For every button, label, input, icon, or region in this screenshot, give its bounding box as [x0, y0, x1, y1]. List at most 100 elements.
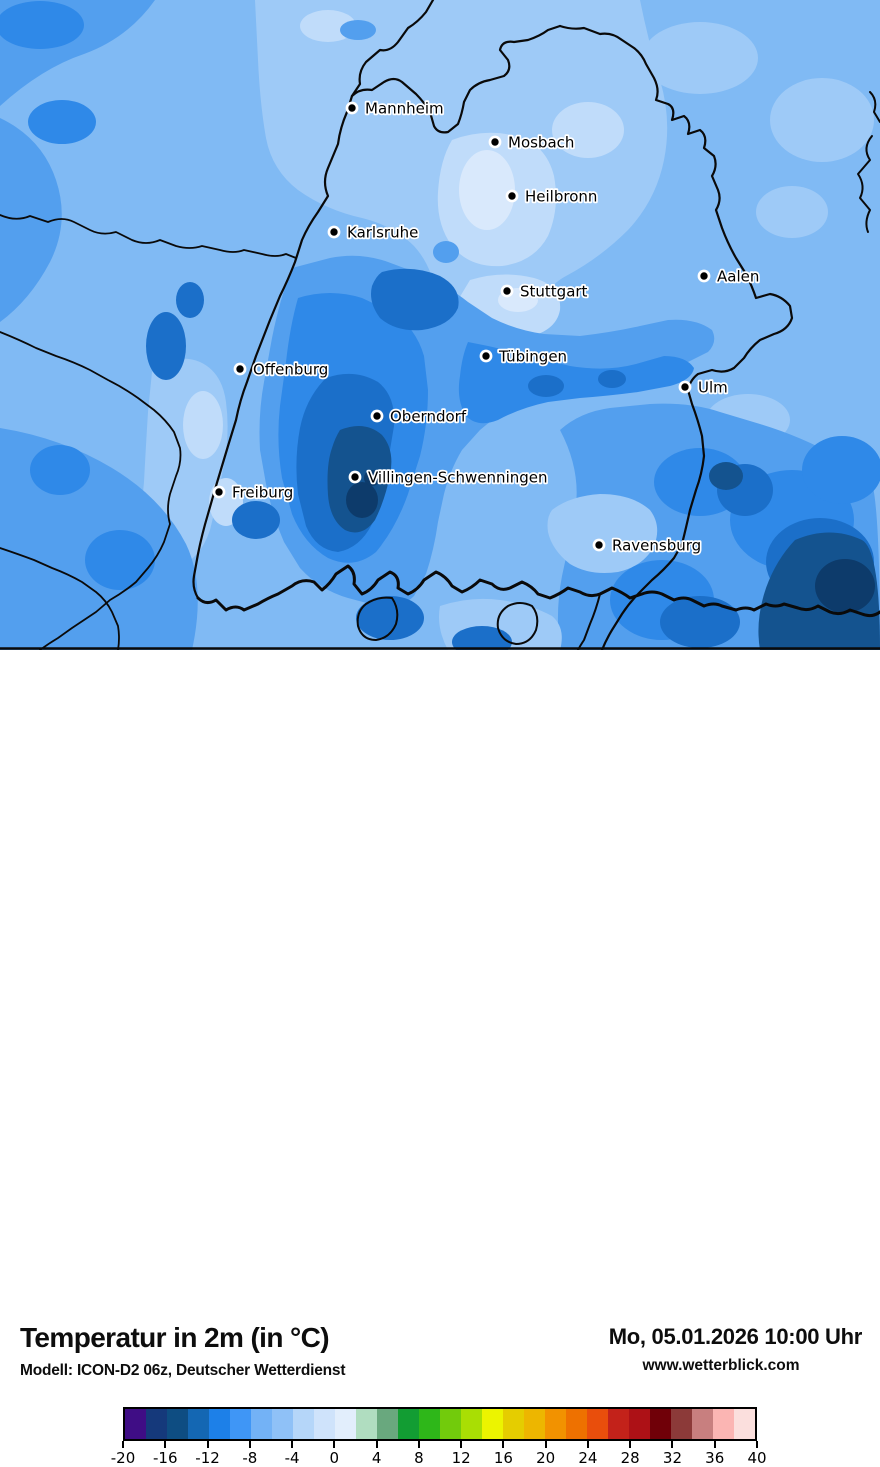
city-marker-mannheim: Mannheim — [345, 98, 445, 119]
legend-color-segment — [230, 1409, 251, 1439]
legend-tick — [417, 1441, 420, 1448]
city-dot — [482, 352, 490, 360]
temperature-legend: -20 -16 -12 -8 -4 0 4 8 12 16 20 24 28 32 36 40 — [111, 1407, 767, 1467]
city-dot — [508, 192, 516, 200]
legend-color-segment — [125, 1409, 146, 1439]
legend-color-segment — [440, 1409, 461, 1439]
city-marker-t-bingen: Tübingen — [479, 346, 569, 367]
legend-tick — [502, 1441, 505, 1448]
legend-color-segment — [608, 1409, 629, 1439]
legend-tick-labels: -20 -16 -12 -8 -4 0 4 8 12 16 20 24 28 32 36 40 — [111, 1448, 767, 1467]
city-label: Stuttgart — [520, 283, 588, 301]
city-dot — [351, 473, 359, 481]
legend-color-segment — [146, 1409, 167, 1439]
legend-color-segment — [734, 1409, 755, 1439]
legend-color-segment — [293, 1409, 314, 1439]
legend-tick — [248, 1441, 251, 1448]
legend-tick — [122, 1441, 124, 1448]
city-marker-karlsruhe: Karlsruhe — [327, 222, 420, 243]
footer-right-block: Mo, 05.01.2026 10:00 Uhr www.wetterblick… — [580, 1324, 863, 1375]
city-markers: Mannheim Mosbach Heilbronn Karlsruhe Stuttga… — [212, 98, 761, 556]
legend-tick — [206, 1441, 209, 1448]
city-label: Karlsruhe — [347, 224, 418, 242]
city-label: Offenburg — [253, 361, 328, 379]
city-label: Aalen — [717, 268, 759, 286]
legend-ticks — [122, 1441, 758, 1448]
legend-color-segment — [503, 1409, 524, 1439]
legend-tick — [713, 1441, 716, 1448]
city-label: Mosbach — [508, 134, 574, 152]
legend-tick — [671, 1441, 674, 1448]
city-marker-villingen-schwenningen: Villingen-Schwenningen — [348, 467, 549, 488]
legend-color-segment — [209, 1409, 230, 1439]
legend-tick-label: 0 — [329, 1449, 340, 1467]
city-dot — [215, 488, 223, 496]
city-dot — [348, 104, 356, 112]
city-marker-ulm: Ulm — [678, 377, 729, 398]
city-marker-stuttgart: Stuttgart — [500, 281, 589, 302]
city-marker-mosbach: Mosbach — [488, 132, 576, 153]
legend-color-segment — [272, 1409, 293, 1439]
legend-colorbar — [123, 1407, 757, 1441]
map-footer: Temperatur in 2m (in °C) Modell: ICON-D2… — [0, 650, 880, 1467]
city-label: Tübingen — [498, 348, 567, 366]
city-marker-oberndorf: Oberndorf — [370, 406, 469, 427]
legend-tick — [333, 1441, 336, 1448]
legend-tick — [586, 1441, 589, 1448]
city-marker-ravensburg: Ravensburg — [592, 535, 703, 556]
legend-tick-label: 4 — [371, 1449, 382, 1467]
legend-tick-label: 16 — [493, 1449, 513, 1467]
legend-color-segment — [251, 1409, 272, 1439]
legend-tick — [629, 1441, 632, 1448]
city-dot — [236, 365, 244, 373]
legend-tick-label: 36 — [705, 1449, 725, 1467]
legend-tick — [756, 1441, 758, 1448]
temperature-map: Mannheim Mosbach Heilbronn Karlsruhe Stuttga… — [0, 0, 880, 650]
legend-tick-label: 20 — [536, 1449, 556, 1467]
city-dot — [373, 412, 381, 420]
legend-color-segment — [692, 1409, 713, 1439]
valid-datetime: Mo, 05.01.2026 10:00 Uhr — [608, 1324, 863, 1349]
city-label: Ulm — [698, 379, 728, 397]
city-marker-offenburg: Offenburg — [233, 359, 330, 380]
legend-tick-label: -8 — [242, 1449, 258, 1467]
city-marker-freiburg: Freiburg — [212, 482, 295, 503]
legend-tick — [375, 1441, 378, 1448]
legend-tick-label: -16 — [153, 1449, 178, 1467]
city-dot — [491, 138, 499, 146]
city-label: Villingen-Schwenningen — [368, 469, 548, 487]
legend-color-segment — [650, 1409, 671, 1439]
map-title: Temperatur in 2m (in °C) — [20, 1322, 330, 1353]
legend-tick-label: 40 — [747, 1449, 767, 1467]
legend-color-segment — [335, 1409, 356, 1439]
legend-color-segment — [461, 1409, 482, 1439]
city-marker-heilbronn: Heilbronn — [505, 186, 599, 207]
temperature-field — [0, 0, 880, 650]
legend-color-segment — [482, 1409, 503, 1439]
legend-color-segment — [587, 1409, 608, 1439]
legend-color-segment — [167, 1409, 188, 1439]
legend-color-segment — [314, 1409, 335, 1439]
legend-color-segment — [545, 1409, 566, 1439]
city-dot — [595, 541, 603, 549]
legend-color-segment — [188, 1409, 209, 1439]
city-label: Oberndorf — [390, 408, 467, 426]
legend-tick-label: 8 — [414, 1449, 424, 1467]
city-dot — [503, 287, 511, 295]
city-label: Ravensburg — [612, 537, 701, 555]
legend-tick-label: -4 — [284, 1449, 300, 1467]
legend-tick — [544, 1441, 547, 1448]
city-dot — [681, 383, 689, 391]
legend-color-segment — [671, 1409, 692, 1439]
legend-tick — [164, 1441, 167, 1448]
city-label: Freiburg — [232, 484, 293, 502]
legend-tick-label: -12 — [195, 1449, 220, 1467]
legend-color-segment — [629, 1409, 650, 1439]
legend-color-segment — [566, 1409, 587, 1439]
legend-color-segment — [419, 1409, 440, 1439]
legend-tick — [460, 1441, 463, 1448]
legend-color-segment — [398, 1409, 419, 1439]
city-label: Heilbronn — [525, 188, 597, 206]
city-marker-aalen: Aalen — [697, 266, 761, 287]
